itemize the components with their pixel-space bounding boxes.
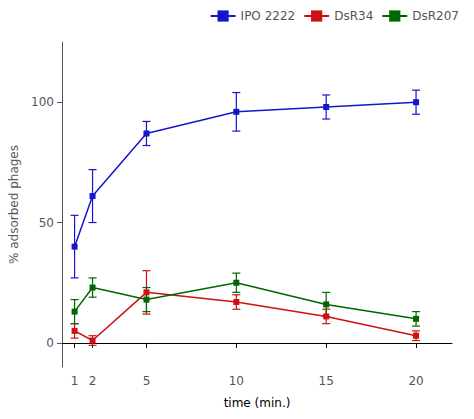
svg-text:IPO 2222: IPO 2222 [241, 9, 296, 23]
svg-text:50: 50 [39, 216, 54, 230]
svg-text:% adsorbed phages: % adsorbed phages [7, 145, 21, 264]
svg-text:15: 15 [319, 374, 334, 388]
svg-text:2: 2 [89, 374, 97, 388]
svg-text:0: 0 [46, 336, 54, 350]
svg-text:20: 20 [408, 374, 423, 388]
svg-text:DsR207: DsR207 [412, 9, 459, 23]
svg-text:1: 1 [71, 374, 79, 388]
svg-text:DsR34: DsR34 [334, 9, 373, 23]
svg-text:5: 5 [143, 374, 151, 388]
svg-text:10: 10 [229, 374, 244, 388]
svg-text:time (min.): time (min.) [224, 396, 291, 410]
svg-text:100: 100 [31, 95, 54, 109]
